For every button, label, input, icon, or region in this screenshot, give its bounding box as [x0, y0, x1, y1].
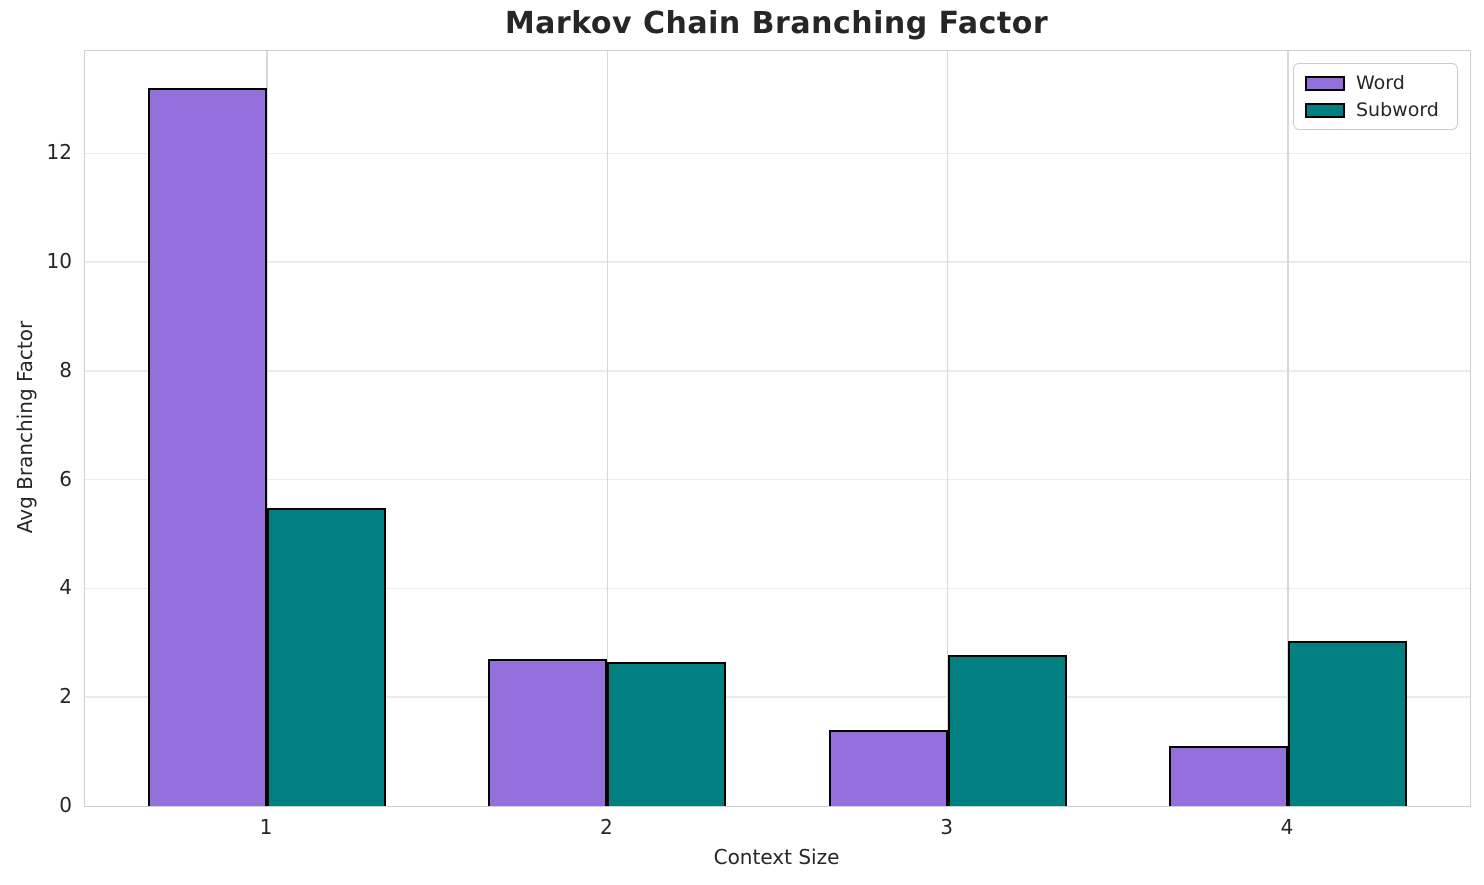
y-gridline	[85, 370, 1470, 372]
y-gridline	[85, 152, 1470, 154]
y-axis-label: Avg Branching Factor	[13, 320, 37, 534]
y-tick-label: 2	[59, 684, 72, 709]
legend-label: Subword	[1356, 99, 1439, 121]
y-gridline	[85, 478, 1470, 481]
x-tick-label: 1	[259, 815, 273, 839]
bar-subword-1	[267, 507, 387, 806]
bar-subword-3	[947, 654, 1067, 806]
x-gridline	[606, 51, 609, 806]
legend: Word Subword	[1293, 63, 1458, 130]
bar-word-4	[1168, 746, 1288, 806]
bar-word-1	[147, 88, 268, 806]
legend-entry-subword: Subword	[1305, 99, 1446, 121]
y-tick-label: 6	[59, 466, 72, 491]
legend-patch-subword	[1305, 102, 1345, 118]
y-tick-label: 10	[46, 249, 72, 274]
plot-area	[84, 50, 1471, 807]
y-gridline	[85, 587, 1470, 590]
y-tick-label: 8	[59, 357, 72, 382]
y-tick-label: 12	[46, 140, 72, 165]
x-gridline	[946, 51, 949, 806]
bar-subword-4	[1287, 640, 1408, 806]
y-tick-label: 4	[59, 575, 72, 600]
bar-subword-2	[607, 661, 727, 806]
x-tick-label: 3	[940, 815, 953, 839]
bar-word-2	[488, 659, 608, 806]
x-tick-label: 4	[1280, 815, 1294, 839]
y-tick-label: 0	[59, 793, 72, 817]
legend-entry-word: Word	[1305, 72, 1446, 94]
x-axis-label: Context Size	[713, 845, 840, 869]
x-gridline	[1287, 51, 1289, 806]
bar-word-3	[828, 729, 948, 806]
y-gridline	[85, 261, 1470, 263]
y-gridline	[85, 696, 1470, 698]
legend-patch-word	[1305, 75, 1345, 91]
legend-label: Word	[1356, 72, 1405, 94]
chart-title: Markov Chain Branching Factor	[504, 6, 1049, 41]
x-tick-label: 2	[599, 815, 613, 839]
x-gridline	[266, 51, 268, 806]
